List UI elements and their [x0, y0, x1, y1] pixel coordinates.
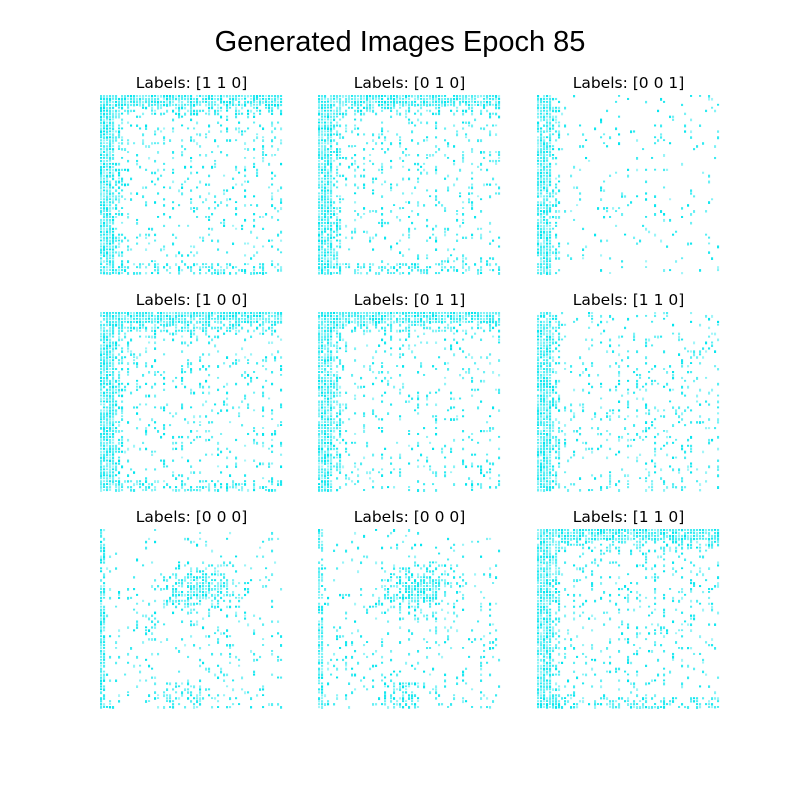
- panel-label: Labels: [0 0 1]: [537, 73, 720, 95]
- image-panel: Labels: [0 0 0]: [100, 507, 283, 709]
- image-panel: Labels: [1 1 0]: [537, 290, 720, 492]
- generated-image: [100, 95, 283, 275]
- generated-image: [537, 529, 720, 709]
- panel-label: Labels: [0 0 0]: [318, 507, 501, 529]
- panel-label: Labels: [0 1 1]: [318, 290, 501, 312]
- image-panel: Labels: [1 1 0]: [537, 507, 720, 709]
- panel-label: Labels: [0 1 0]: [318, 73, 501, 95]
- image-panel: Labels: [1 1 0]: [100, 73, 283, 275]
- image-panel: Labels: [1 0 0]: [100, 290, 283, 492]
- image-panel: Labels: [0 1 1]: [318, 290, 501, 492]
- panel-label: Labels: [1 1 0]: [100, 73, 283, 95]
- panel-label: Labels: [1 1 0]: [537, 507, 720, 529]
- image-panel: Labels: [0 0 0]: [318, 507, 501, 709]
- image-panel: Labels: [0 0 1]: [537, 73, 720, 275]
- panel-label: Labels: [1 0 0]: [100, 290, 283, 312]
- generated-image: [318, 312, 501, 492]
- generated-image: [100, 529, 283, 709]
- generated-image: [537, 95, 720, 275]
- generated-image: [537, 312, 720, 492]
- image-panel: Labels: [0 1 0]: [318, 73, 501, 275]
- panel-label: Labels: [1 1 0]: [537, 290, 720, 312]
- generated-image: [100, 312, 283, 492]
- figure-title: Generated Images Epoch 85: [0, 22, 800, 62]
- generated-image: [318, 529, 501, 709]
- generated-image: [318, 95, 501, 275]
- panel-label: Labels: [0 0 0]: [100, 507, 283, 529]
